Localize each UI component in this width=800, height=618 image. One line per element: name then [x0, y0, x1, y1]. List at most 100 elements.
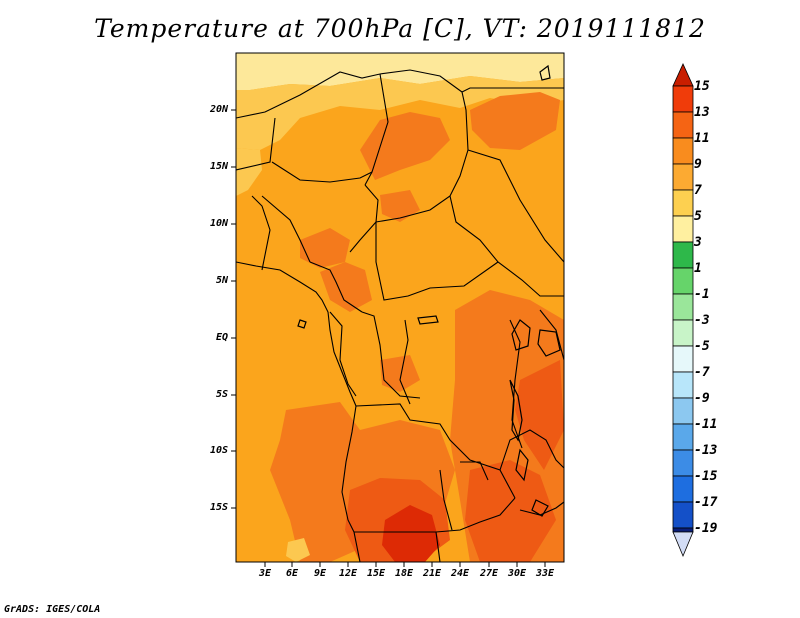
plot-title: Temperature at 700hPa [C], VT: 201911181… [94, 14, 706, 43]
warm-patch-sahel [360, 112, 450, 180]
border [439, 469, 453, 531]
colorbar-box [672, 189, 694, 217]
warm-patch-northeast [470, 92, 560, 150]
hottest-core [382, 505, 440, 562]
colorbar-label: 15 [694, 79, 710, 94]
border [375, 149, 469, 223]
border [519, 501, 564, 516]
lon-ticks [264, 562, 546, 567]
hot-patch-southeast [465, 460, 556, 562]
border [539, 309, 564, 361]
light-region-west [236, 148, 262, 196]
border [329, 311, 357, 397]
lon-label: 15E [366, 568, 386, 579]
hot-patch-east [515, 360, 564, 470]
border [261, 195, 311, 263]
lon-label: 3E [258, 568, 272, 579]
colorbar-box [672, 241, 694, 269]
colorbar-label: 13 [694, 105, 710, 120]
light-patch-southwest [286, 538, 310, 562]
light-region-north [236, 76, 564, 150]
lake [511, 319, 531, 351]
colorbar-box [672, 137, 694, 165]
lon-label: 21E [422, 568, 442, 579]
lat-label: 5N [215, 275, 228, 286]
lake [539, 64, 551, 81]
colorbar-box [672, 475, 694, 503]
lon-label: 24E [450, 568, 470, 579]
warm-patch-nigeria [300, 228, 350, 268]
border [355, 403, 516, 499]
border [435, 497, 516, 533]
pale-region [236, 53, 564, 92]
temperature-field [236, 53, 564, 562]
colorbar-over-triangle [672, 63, 694, 87]
colorbar-box [672, 527, 694, 533]
border [375, 222, 499, 301]
border [399, 319, 411, 405]
warm-patch-chad [380, 190, 420, 222]
colorbar-label: -17 [694, 495, 718, 510]
border [251, 195, 271, 271]
border [467, 149, 564, 263]
lon-label: 12E [338, 568, 358, 579]
warm-patch-congo [380, 355, 420, 392]
colorbar-label: -13 [694, 443, 718, 458]
coastline [236, 261, 357, 533]
colorbar-label: -9 [694, 391, 710, 406]
colorbar-under-triangle [672, 531, 694, 558]
warm-patch-cameroon [320, 262, 372, 312]
lon-label: 6E [285, 568, 299, 579]
lat-label: 10S [209, 445, 228, 456]
lakes [297, 64, 561, 517]
colorbar [672, 63, 694, 558]
lake [509, 379, 523, 442]
colorbar-box [672, 423, 694, 451]
colorbar-label: -3 [694, 313, 710, 328]
colorbar-box [672, 215, 694, 243]
colorbar-label: -7 [694, 365, 710, 380]
border [361, 311, 421, 399]
lake [537, 329, 561, 357]
lake [417, 315, 439, 325]
colorbar-box [672, 501, 694, 529]
colorbar-label: 5 [694, 209, 702, 224]
colorbar-box [672, 267, 694, 295]
border [236, 117, 276, 171]
lon-label: 18E [394, 568, 414, 579]
lat-label: 5S [215, 389, 228, 400]
lon-label: 33E [535, 568, 555, 579]
colorbar-box [672, 111, 694, 139]
border [509, 319, 523, 449]
colorbar-label: -15 [694, 469, 718, 484]
lake [297, 319, 307, 329]
lake [515, 448, 529, 482]
lat-label: 20N [209, 104, 228, 115]
map-frame [235, 52, 565, 563]
colorbar-label: -11 [694, 417, 718, 432]
colorbar-box [672, 345, 694, 373]
lat-label: 10N [209, 218, 228, 229]
lat-label: 15N [209, 161, 228, 172]
colorbar-box [672, 397, 694, 425]
colorbar-box [672, 293, 694, 321]
colorbar-label: -19 [694, 521, 718, 536]
colorbar-label: -1 [694, 287, 710, 302]
colorbar-box [672, 371, 694, 399]
border [461, 87, 564, 93]
colorbar-label: 9 [694, 157, 702, 172]
colorbar-label: 3 [694, 235, 702, 250]
lon-label: 27E [479, 568, 499, 579]
colorbar-label: 1 [694, 261, 702, 276]
colorbar-box [672, 319, 694, 347]
colorbar-label: 7 [694, 183, 702, 198]
border [460, 461, 489, 481]
lake [531, 499, 549, 517]
lon-label: 9E [313, 568, 327, 579]
border [271, 161, 373, 183]
colorbar-label: 11 [694, 131, 710, 146]
country-borders [236, 69, 564, 562]
border [499, 429, 564, 471]
lat-label: 15S [209, 502, 228, 513]
